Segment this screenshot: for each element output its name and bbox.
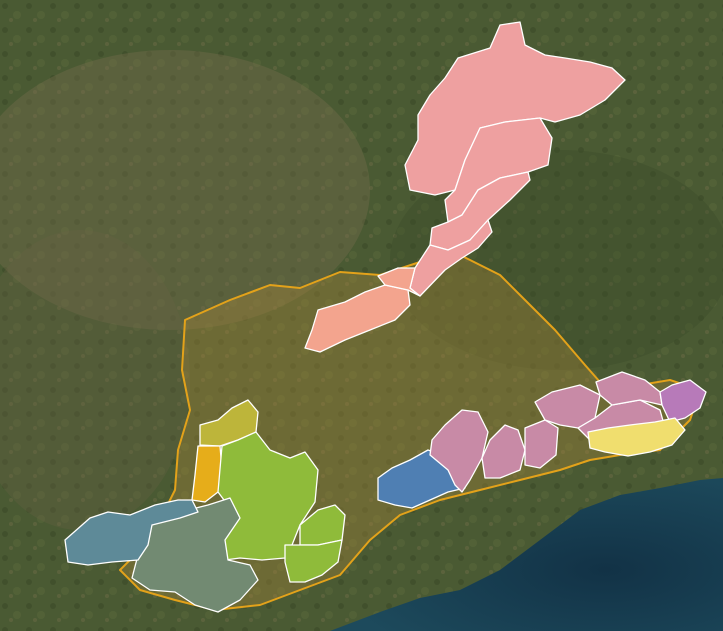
- map-region-north-large[interactable]: [404, 21, 626, 196]
- map-region-green-east-2[interactable]: [284, 539, 343, 583]
- ocean: [330, 478, 723, 631]
- land-tone-patch: [0, 50, 370, 330]
- map-region-salmon-east[interactable]: [377, 267, 421, 297]
- map-region-slate-blue[interactable]: [64, 499, 199, 566]
- land-tone-patch: [0, 230, 190, 530]
- map-region-orange-strip[interactable]: [191, 445, 223, 503]
- map-region-mauve-1[interactable]: [429, 409, 489, 493]
- map-region-violet-east[interactable]: [659, 379, 707, 423]
- map-region-salmon-west[interactable]: [304, 284, 411, 353]
- map-region-yellow-coast[interactable]: [587, 417, 686, 457]
- map-region-gray-green[interactable]: [131, 497, 259, 613]
